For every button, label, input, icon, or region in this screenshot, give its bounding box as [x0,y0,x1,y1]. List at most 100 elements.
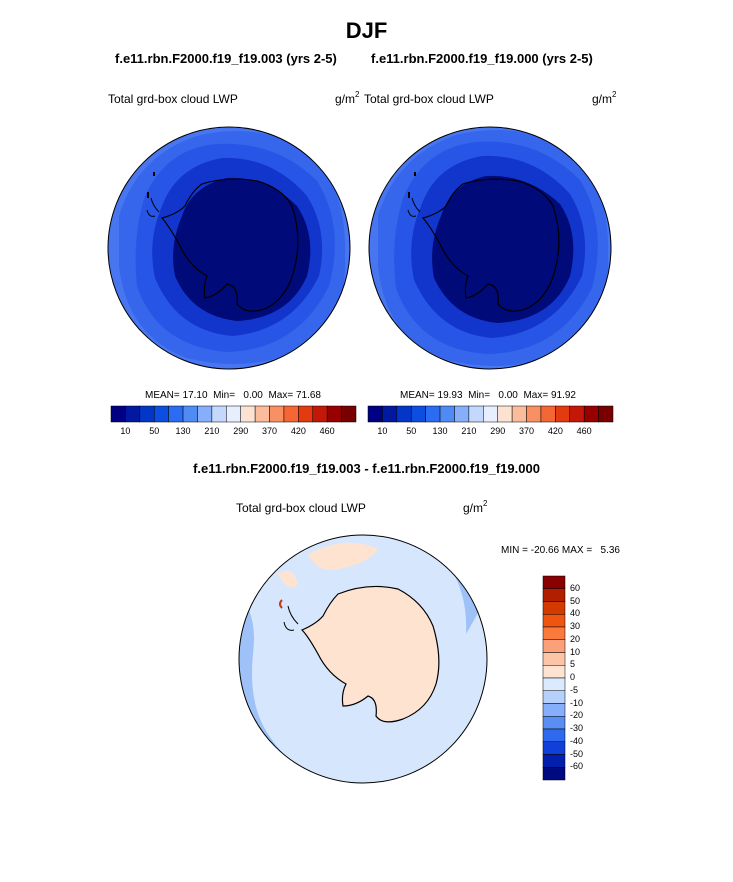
panel-right-stats: MEAN= 19.93 Min= 0.00 Max= 91.92 [400,390,576,401]
colorbar-swatch [542,652,566,666]
panel-left-variable-label: Total grd-box cloud LWP [108,92,238,106]
difference-case-title: f.e11.rbn.F2000.f19_f19.003 - f.e11.rbn.… [193,461,540,476]
colorbar-tick-label: 5 [570,659,576,670]
colorbar-difference [542,575,566,781]
colorbar-swatch [542,741,566,755]
colorbar-tick-label: -5 [570,684,579,695]
colorbar-swatch [269,405,285,423]
colorbar-swatch [410,405,426,423]
colorbar-tick-label: 30 [570,621,581,631]
colorbar-swatch [468,405,484,423]
colorbar-tick-label: 460 [576,426,592,436]
colorbar-swatch [396,405,412,423]
colorbar-swatch [197,405,213,423]
colorbar-swatch [583,405,599,423]
colorbar-tick-label: 460 [319,426,335,436]
colorbar-tick-label: 40 [570,608,581,619]
colorbar-tick-label: 50 [149,426,160,436]
colorbar-tick-label: 10 [120,426,131,436]
colorbar-tick-label: 50 [570,595,581,606]
colorbar-swatch [542,690,566,704]
map-left-antarctica-lwp [107,126,351,370]
panel-left-stats: MEAN= 17.10 Min= 0.00 Max= 71.68 [145,390,321,401]
colorbar-tick-label: -30 [570,723,584,733]
colorbar-swatch [168,405,184,423]
colorbar-swatch [542,614,566,628]
colorbar-swatch [542,728,566,742]
colorbar-right [367,405,614,423]
colorbar-tick-label: -60 [570,761,584,772]
colorbar-right-ticks: 10 50 130 210 290 370 420 460 [368,426,613,440]
colorbar-swatch [254,405,270,423]
colorbar-swatch [326,405,342,423]
colorbar-swatch [483,405,498,423]
colorbar-swatch [153,405,169,423]
colorbar-swatch [511,405,527,423]
difference-variable-label: Total grd-box cloud LWP [236,501,366,515]
colorbar-swatch [139,405,155,423]
colorbar-swatch [367,405,383,423]
colorbar-tick-label: 0 [570,672,576,682]
colorbar-tick-label: 10 [570,646,581,657]
colorbar-swatch [298,405,314,423]
colorbar-swatch [542,677,566,691]
panel-left-units: g/m2 [335,90,360,106]
difference-units: g/m2 [463,499,488,515]
map-right-antarctica-lwp [368,126,612,370]
colorbar-swatch [542,767,566,781]
colorbar-swatch [542,639,566,653]
colorbar-tick-label: 50 [406,426,417,436]
colorbar-swatch [542,754,566,768]
colorbar-swatch [283,405,299,423]
colorbar-tick-label: 420 [290,426,306,436]
difference-min-max: MIN = -20.66 MAX = 5.36 [501,545,620,556]
colorbar-swatch [542,665,566,679]
colorbar-swatch [542,626,566,640]
colorbar-swatch [555,405,571,423]
colorbar-swatch [542,588,566,602]
colorbar-swatch [542,575,566,589]
colorbar-difference-ticks: 60 50 40 30 20 10 5 0 -5 -10 -20 -30 -40 -50 -60 [568,576,608,780]
colorbar-tick-label: 130 [432,426,448,436]
panel-right-variable-label: Total grd-box cloud LWP [364,92,494,106]
colorbar-swatch [439,405,455,423]
colorbar-tick-label: 210 [461,426,477,436]
colorbar-swatch [497,405,513,423]
colorbar-swatch [598,405,614,423]
colorbar-tick-label: 130 [175,426,191,436]
colorbar-swatch [240,405,256,423]
colorbar-tick-label: 210 [204,426,220,436]
colorbar-swatch [425,405,441,423]
colorbar-tick-label: 370 [519,426,535,436]
figure-title: DJF [345,18,388,43]
colorbar-tick-label: 420 [547,426,563,436]
colorbar-swatch [341,405,357,423]
colorbar-tick-label: -10 [570,697,584,708]
colorbar-swatch [454,405,470,423]
colorbar-swatch [182,405,198,423]
colorbar-swatch [542,601,566,615]
colorbar-left-ticks: 10 50 130 210 290 370 420 460 [111,426,356,440]
colorbar-tick-label: -20 [570,710,584,721]
colorbar-swatch [540,405,556,423]
colorbar-swatch [110,405,126,423]
colorbar-tick-label: 10 [377,426,388,436]
colorbar-swatch [125,405,141,423]
colorbar-tick-label: -40 [570,735,584,746]
panel-right-units: g/m2 [592,90,617,106]
colorbar-tick-label: 20 [570,633,581,644]
colorbar-swatch [382,405,398,423]
colorbar-tick-label: 60 [570,582,581,593]
colorbar-swatch [211,405,227,423]
colorbar-tick-label: 290 [233,426,249,436]
colorbar-swatch [569,405,585,423]
colorbar-tick-label: -50 [570,748,584,759]
colorbar-tick-label: 290 [490,426,506,436]
colorbar-swatch [526,405,542,423]
colorbar-swatch [542,716,566,730]
panel-left-case-title: f.e11.rbn.F2000.f19_f19.003 (yrs 2-5) [115,51,337,66]
colorbar-swatch [312,405,328,423]
map-difference-antarctica-lwp [238,534,488,784]
colorbar-swatch [226,405,241,423]
panel-right-case-title: f.e11.rbn.F2000.f19_f19.000 (yrs 2-5) [371,51,593,66]
